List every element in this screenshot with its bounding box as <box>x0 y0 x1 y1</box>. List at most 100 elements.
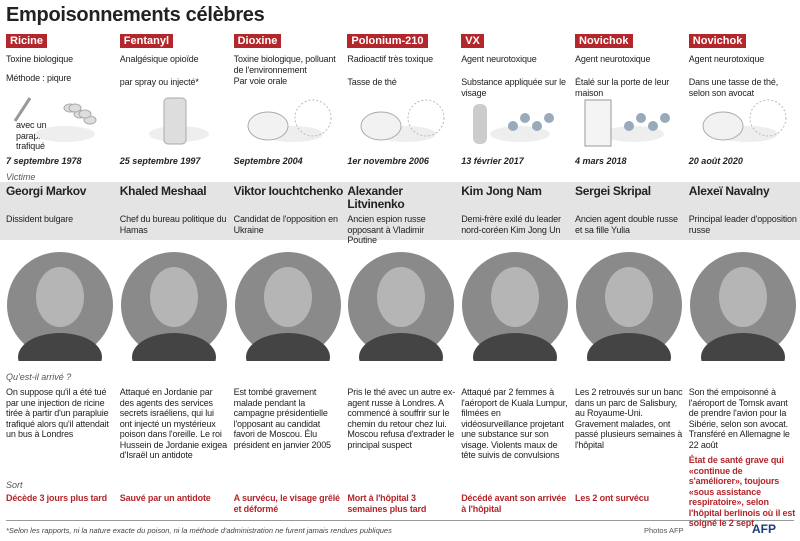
cup <box>247 111 289 141</box>
victim-role: Principal leader d'opposition russe <box>688 214 797 235</box>
vial <box>163 97 187 145</box>
molecule <box>648 121 658 131</box>
photo <box>232 250 343 361</box>
photo <box>5 250 115 361</box>
poison-badge: Fentanyl <box>119 34 174 48</box>
photo <box>346 250 457 361</box>
date: 25 septembre 1997 <box>119 156 201 166</box>
face <box>718 267 767 327</box>
credit: Photos AFP <box>644 526 684 535</box>
method: Étalé sur la porte de leur maison <box>575 77 670 98</box>
shoulders <box>473 333 558 361</box>
victim-name: Kim Jong Nam <box>461 184 542 198</box>
victim-role: Dissident bulgare <box>6 214 73 224</box>
shoulders <box>700 333 785 361</box>
date: 1er novembre 2006 <box>347 156 429 166</box>
poison-description: Agent neurotoxique <box>461 54 537 64</box>
victim-name: Georgi Markov <box>6 184 87 198</box>
method: Substance appliquée sur le visage <box>461 77 566 98</box>
structure <box>294 99 332 137</box>
shoulders <box>18 333 102 361</box>
door <box>584 99 612 147</box>
date: 13 février 2017 <box>461 156 524 166</box>
pellet <box>78 109 92 119</box>
date: 4 mars 2018 <box>575 156 627 166</box>
method: Tasse de thé <box>347 77 397 87</box>
victim-role: Ancien espion russe opposant à Vladimir … <box>347 214 426 245</box>
date: Septembre 2004 <box>233 156 303 166</box>
illustration <box>360 99 445 142</box>
molecule <box>508 121 519 131</box>
story: Attaqué par 2 femmes à l'aéroport de Kua… <box>461 387 568 460</box>
molecule <box>544 113 555 123</box>
molecule <box>520 113 531 123</box>
face <box>377 267 426 327</box>
fate: État de santé grave qui «continue de s'a… <box>688 455 796 528</box>
face <box>605 267 653 327</box>
fate-label: Sort <box>6 480 23 490</box>
poison-badge: Novichok <box>575 34 633 48</box>
what-label: Qu'est-il arrivé ? <box>6 372 72 382</box>
method: par spray ou injecté* <box>119 77 199 87</box>
story: Attaqué en Jordanie par des agents des s… <box>119 387 227 460</box>
face <box>36 267 84 327</box>
fate: Sauvé par un antidote <box>119 493 211 503</box>
victim-name: Viktor Iouchtchenko <box>233 184 344 198</box>
poison-description: Agent neurotoxique <box>575 54 651 64</box>
poison-badge: Novichok <box>688 34 747 48</box>
method-caption: avec un parapluie trafiqué <box>16 120 52 151</box>
cup <box>360 111 402 141</box>
fate: Mort à l'hôpital 3 semaines plus tard <box>347 493 427 514</box>
poison-description: Analgésique opioïde <box>119 54 199 64</box>
victim-name: Alexeï Navalny <box>688 184 770 198</box>
shoulders <box>245 333 330 361</box>
fate: Décédé avant son arrivée à l'hôpital <box>461 493 567 514</box>
photo <box>460 250 571 361</box>
pellet <box>68 103 82 113</box>
face <box>491 267 540 327</box>
molecule <box>532 121 543 131</box>
illustration <box>473 104 555 144</box>
title: Empoisonnements célèbres <box>6 4 265 26</box>
story: Les 2 retrouvés sur un banc dans un parc… <box>575 387 683 450</box>
illustration <box>584 99 670 147</box>
story: Pris le thé avec un autre ex-agent russe… <box>347 387 456 450</box>
molecule <box>636 113 646 123</box>
method: Dans une tasse de thé, selon son avocat <box>688 77 779 98</box>
logo: AFP <box>752 522 776 536</box>
structure <box>749 99 787 137</box>
fate: Les 2 ont survécu <box>575 493 649 503</box>
photo <box>687 250 798 361</box>
victim-role: Demi-frère exilé du leader nord-coréen K… <box>461 214 561 235</box>
photo <box>118 250 229 361</box>
footnote: *Selon les rapports, ni la nature exacte… <box>6 526 392 535</box>
victim-role: Candidat de l'opposition en Ukraine <box>233 214 338 235</box>
method: Par voie orale <box>233 76 288 86</box>
poison-badge: VX <box>461 34 484 48</box>
story: On suppose qu'il a été tué par une injec… <box>6 387 109 439</box>
shadow <box>35 126 95 142</box>
face <box>263 267 312 327</box>
umbrella <box>13 97 32 122</box>
shadow <box>604 126 664 142</box>
poison-description: Toxine biologique, polluant de l'environ… <box>233 54 336 75</box>
molecule <box>624 121 634 131</box>
cup <box>702 111 744 141</box>
structure <box>407 99 445 137</box>
poison-badge: Dioxine <box>233 34 282 48</box>
poison-description: Radioactif très toxique <box>347 54 433 64</box>
face <box>149 267 198 327</box>
illustration <box>148 97 209 145</box>
victim-name: Sergei Skripal <box>575 184 651 198</box>
poison-badge: Ricine <box>6 34 48 48</box>
poison-description: Toxine biologique <box>6 54 74 64</box>
rule <box>6 520 794 521</box>
shoulders <box>587 333 671 361</box>
illustration <box>247 99 332 142</box>
story: Son thé empoisonné à l'aéroport de Tomsk… <box>688 387 790 450</box>
shoulders <box>359 333 444 361</box>
figure <box>473 104 488 144</box>
illustration <box>702 99 787 142</box>
story: Est tombé gravement malade pendant la ca… <box>233 387 331 450</box>
victim-name: Alexander Litvinenko <box>347 184 405 211</box>
